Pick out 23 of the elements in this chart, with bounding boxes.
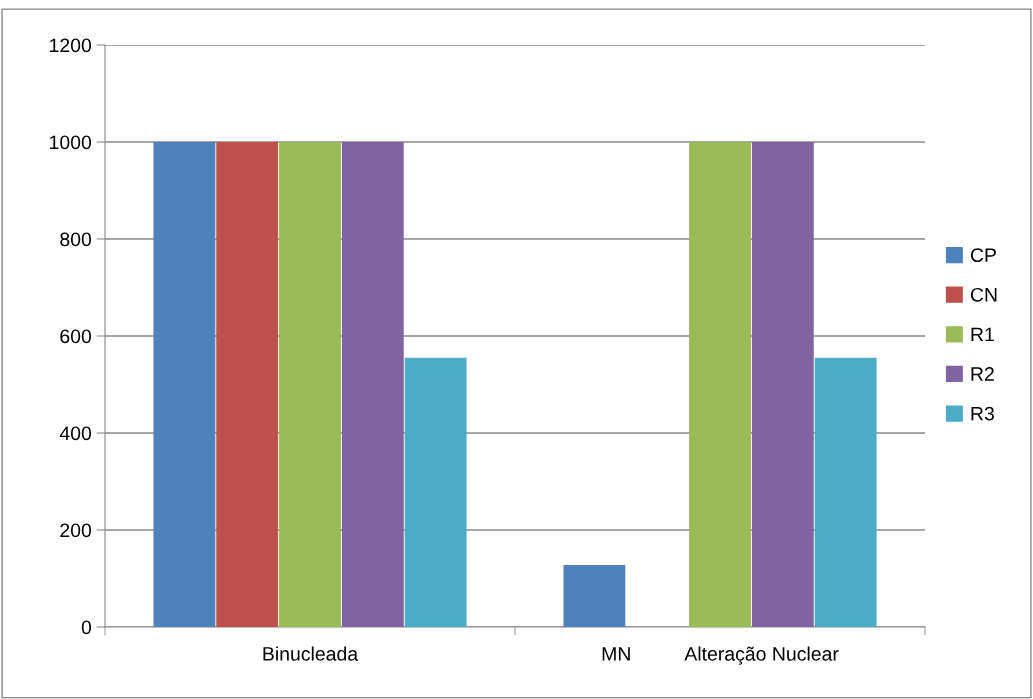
x-tick-label: Binucleada (263, 646, 359, 661)
y-tick-label: 200 (60, 523, 92, 538)
legend-label: R2 (971, 367, 994, 381)
y-tick-label: 0 (81, 620, 92, 635)
legend-label: CP (970, 248, 996, 263)
bar (689, 142, 751, 627)
y-tick-label: 1000 (50, 135, 92, 150)
legend-label: R1 (971, 327, 994, 342)
x-tick-label: MN Alteração Nuclear (602, 646, 839, 665)
bar (216, 142, 279, 627)
y-tick-label: 400 (59, 426, 92, 441)
bar (404, 357, 467, 627)
y-tick-label: 800 (60, 232, 92, 247)
bar (563, 564, 626, 627)
bar (153, 142, 216, 627)
bar (751, 142, 814, 627)
y-tick-label: 600 (60, 329, 92, 344)
bar (279, 142, 341, 627)
legend-label: CN (970, 287, 997, 302)
bar (814, 357, 877, 627)
legend-label: R3 (971, 406, 994, 421)
bar (341, 142, 404, 627)
y-tick-label: 1200 (50, 38, 92, 53)
